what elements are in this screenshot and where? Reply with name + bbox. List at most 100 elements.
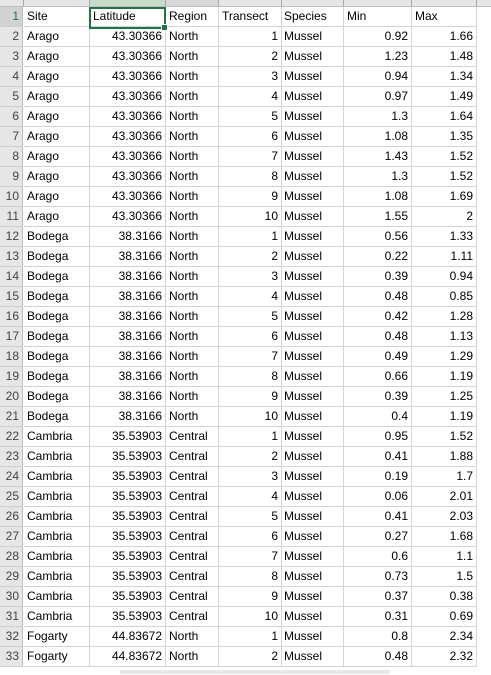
cell-site[interactable]: Bodega: [24, 407, 90, 427]
cell-latitude[interactable]: 43.30366: [90, 187, 166, 207]
cell-max[interactable]: 2.34: [412, 627, 477, 647]
header-cell-max[interactable]: Max: [412, 7, 477, 27]
cell-transect[interactable]: 8: [219, 167, 282, 187]
cell-region[interactable]: North: [166, 47, 219, 67]
cell-max[interactable]: 1.69: [412, 187, 477, 207]
cell-transect[interactable]: 6: [219, 327, 282, 347]
cell-max[interactable]: 0.85: [412, 287, 477, 307]
cell-region[interactable]: North: [166, 387, 219, 407]
cell-transect[interactable]: 5: [219, 507, 282, 527]
cell-transect[interactable]: 9: [219, 187, 282, 207]
row-number[interactable]: 33: [0, 647, 23, 667]
cell-transect[interactable]: 2: [219, 247, 282, 267]
cell-transect[interactable]: 5: [219, 107, 282, 127]
row-number[interactable]: 16: [0, 307, 23, 327]
cell-region[interactable]: Central: [166, 607, 219, 627]
cell-site[interactable]: Bodega: [24, 247, 90, 267]
cell-species[interactable]: Mussel: [282, 247, 344, 267]
cell-max[interactable]: 1.11: [412, 247, 477, 267]
cell-max[interactable]: 1.34: [412, 67, 477, 87]
cell-site[interactable]: Fogarty: [24, 627, 90, 647]
cell-min[interactable]: 0.37: [344, 587, 412, 607]
cell-transect[interactable]: 7: [219, 547, 282, 567]
cell-latitude[interactable]: 43.30366: [90, 207, 166, 227]
cell-region[interactable]: North: [166, 27, 219, 47]
cell-site[interactable]: Bodega: [24, 347, 90, 367]
cell-latitude[interactable]: 38.3166: [90, 347, 166, 367]
cell-latitude[interactable]: 35.53903: [90, 487, 166, 507]
cell-region[interactable]: North: [166, 407, 219, 427]
cell-min[interactable]: 0.97: [344, 87, 412, 107]
cell-min[interactable]: 0.48: [344, 287, 412, 307]
cell-latitude[interactable]: 35.53903: [90, 567, 166, 587]
row-number[interactable]: 3: [0, 47, 23, 67]
row-number[interactable]: 7: [0, 127, 23, 147]
cell-latitude[interactable]: 38.3166: [90, 227, 166, 247]
cell-latitude[interactable]: 35.53903: [90, 527, 166, 547]
cell-site[interactable]: Arago: [24, 87, 90, 107]
row-number[interactable]: 29: [0, 567, 23, 587]
cell-max[interactable]: 1.35: [412, 127, 477, 147]
cell-region[interactable]: North: [166, 347, 219, 367]
row-number[interactable]: 26: [0, 507, 23, 527]
column-header-region[interactable]: [166, 0, 218, 6]
column-divider[interactable]: [411, 0, 412, 6]
cell-species[interactable]: Mussel: [282, 287, 344, 307]
cell-transect[interactable]: 6: [219, 527, 282, 547]
cell-min[interactable]: 1.23: [344, 47, 412, 67]
cell-latitude[interactable]: 43.30366: [90, 147, 166, 167]
cell-region[interactable]: North: [166, 367, 219, 387]
cell-min[interactable]: 0.49: [344, 347, 412, 367]
cell-species[interactable]: Mussel: [282, 427, 344, 447]
cell-latitude[interactable]: 43.30366: [90, 127, 166, 147]
cell-region[interactable]: North: [166, 167, 219, 187]
row-number[interactable]: 14: [0, 267, 23, 287]
row-number[interactable]: 2: [0, 27, 23, 47]
cell-region[interactable]: North: [166, 87, 219, 107]
cell-max[interactable]: 1.13: [412, 327, 477, 347]
cell-max[interactable]: 1.88: [412, 447, 477, 467]
cell-transect[interactable]: 10: [219, 407, 282, 427]
cell-max[interactable]: 1.64: [412, 107, 477, 127]
cell-min[interactable]: 1.08: [344, 187, 412, 207]
cell-site[interactable]: Arago: [24, 127, 90, 147]
cell-species[interactable]: Mussel: [282, 467, 344, 487]
row-number[interactable]: 10: [0, 187, 23, 207]
header-cell-min[interactable]: Min: [344, 7, 412, 27]
cell-transect[interactable]: 3: [219, 467, 282, 487]
row-number[interactable]: 31: [0, 607, 23, 627]
cell-transect[interactable]: 5: [219, 307, 282, 327]
cell-transect[interactable]: 2: [219, 47, 282, 67]
cell-max[interactable]: 2.32: [412, 647, 477, 667]
cell-species[interactable]: Mussel: [282, 207, 344, 227]
row-number[interactable]: 32: [0, 627, 23, 647]
header-cell-region[interactable]: Region: [166, 7, 219, 27]
cell-species[interactable]: Mussel: [282, 227, 344, 247]
header-cell-transect[interactable]: Transect: [219, 7, 282, 27]
cell-max[interactable]: 1.52: [412, 147, 477, 167]
cell-region[interactable]: North: [166, 327, 219, 347]
cell-site[interactable]: Cambria: [24, 487, 90, 507]
cell-latitude[interactable]: 35.53903: [90, 547, 166, 567]
cell-latitude[interactable]: 44.83672: [90, 627, 166, 647]
cell-max[interactable]: 1.66: [412, 27, 477, 47]
cell-max[interactable]: 1.19: [412, 367, 477, 387]
cell-min[interactable]: 0.4: [344, 407, 412, 427]
cell-min[interactable]: 0.41: [344, 447, 412, 467]
cell-max[interactable]: 1.29: [412, 347, 477, 367]
cell-species[interactable]: Mussel: [282, 107, 344, 127]
cell-transect[interactable]: 1: [219, 627, 282, 647]
cell-region[interactable]: North: [166, 287, 219, 307]
cell-latitude[interactable]: 38.3166: [90, 247, 166, 267]
cell-max[interactable]: 2.01: [412, 487, 477, 507]
cell-latitude[interactable]: 43.30366: [90, 67, 166, 87]
cell-max[interactable]: 2: [412, 207, 477, 227]
cell-min[interactable]: 0.06: [344, 487, 412, 507]
cell-species[interactable]: Mussel: [282, 487, 344, 507]
cell-site[interactable]: Cambria: [24, 467, 90, 487]
cell-species[interactable]: Mussel: [282, 167, 344, 187]
cell-region[interactable]: North: [166, 207, 219, 227]
row-number[interactable]: 9: [0, 167, 23, 187]
column-divider[interactable]: [476, 0, 477, 6]
cell-species[interactable]: Mussel: [282, 407, 344, 427]
